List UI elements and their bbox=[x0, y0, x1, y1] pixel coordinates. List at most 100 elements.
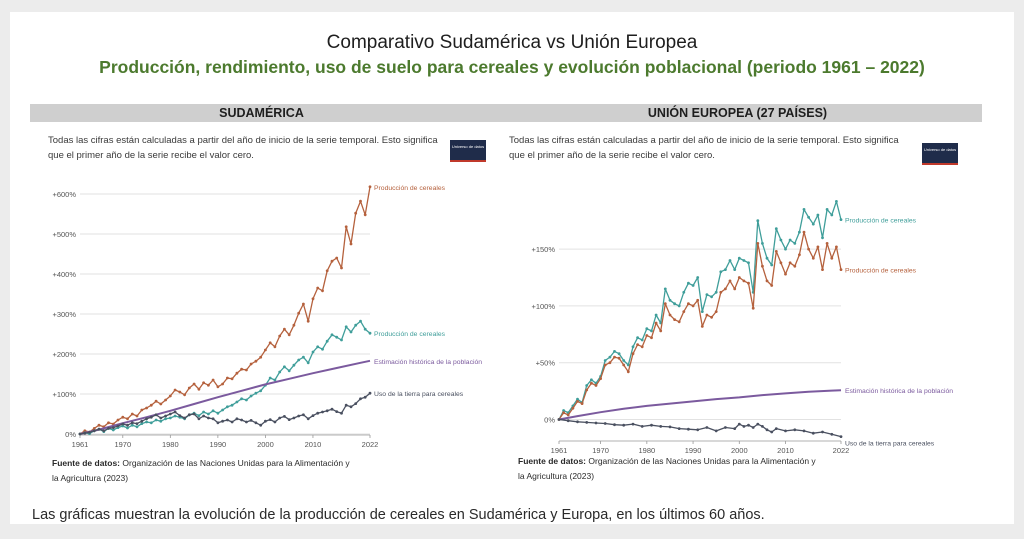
data-point bbox=[197, 414, 201, 417]
y-tick-label: +500% bbox=[52, 230, 76, 239]
data-point bbox=[245, 398, 248, 402]
data-point bbox=[719, 270, 723, 274]
data-point bbox=[240, 418, 244, 422]
data-point bbox=[221, 419, 225, 423]
data-point bbox=[774, 250, 778, 253]
data-point bbox=[742, 425, 746, 428]
series-line-estimacion-historica-de-la-poblacion bbox=[558, 389, 842, 421]
data-point bbox=[788, 261, 792, 265]
data-point bbox=[145, 417, 148, 421]
data-point bbox=[830, 256, 834, 260]
data-point bbox=[83, 429, 87, 433]
data-point bbox=[249, 419, 253, 422]
data-point bbox=[770, 430, 774, 434]
data-point bbox=[576, 400, 579, 403]
data-point bbox=[631, 352, 635, 356]
data-point bbox=[590, 378, 593, 382]
data-point bbox=[742, 259, 746, 262]
data-point bbox=[650, 329, 653, 333]
data-point bbox=[173, 388, 177, 392]
data-point bbox=[710, 295, 713, 299]
data-point bbox=[613, 350, 616, 353]
data-point bbox=[140, 419, 144, 423]
page-title: Comparativo Sudamérica vs Unión Europea bbox=[326, 32, 698, 53]
data-point bbox=[774, 227, 778, 231]
data-point bbox=[316, 345, 320, 349]
data-point bbox=[691, 284, 695, 287]
x-tick-label: 1970 bbox=[114, 440, 131, 449]
data-point bbox=[728, 259, 732, 262]
data-point bbox=[111, 426, 115, 429]
data-point bbox=[821, 430, 824, 434]
data-point bbox=[349, 405, 353, 409]
data-point bbox=[207, 416, 210, 420]
data-point bbox=[663, 302, 667, 306]
data-point bbox=[297, 414, 301, 418]
data-point bbox=[825, 208, 829, 211]
charts-panel: SUDAMÉRICA UNIÓN EUROPEA (27 PAÍSES) Tod… bbox=[30, 104, 982, 486]
data-point bbox=[292, 323, 296, 327]
data-point bbox=[798, 253, 801, 257]
data-point bbox=[747, 281, 750, 285]
data-point bbox=[673, 318, 676, 321]
data-point bbox=[825, 242, 829, 245]
data-point bbox=[821, 268, 824, 271]
data-point bbox=[816, 213, 820, 217]
caption: Las gráficas muestran la evolución de la… bbox=[32, 507, 765, 523]
data-point bbox=[311, 350, 315, 354]
series-label-estimacion-historica-de-la-poblacion: Estimación histórica de la población bbox=[374, 359, 482, 366]
data-point bbox=[663, 287, 667, 291]
data-point bbox=[687, 302, 690, 306]
data-point bbox=[557, 418, 561, 421]
data-point bbox=[691, 304, 695, 308]
data-point bbox=[302, 413, 305, 417]
data-point bbox=[585, 384, 589, 387]
data-point bbox=[92, 429, 96, 433]
data-point bbox=[359, 397, 362, 401]
x-tick-label: 1990 bbox=[685, 446, 702, 455]
data-point bbox=[659, 329, 663, 333]
data-point bbox=[83, 431, 87, 435]
x-tick-label: 1980 bbox=[162, 440, 179, 449]
data-point bbox=[363, 213, 367, 217]
data-point bbox=[807, 215, 810, 219]
chart-title-union-europea: UNIÓN EUROPEA (27 PAÍSES) bbox=[493, 104, 982, 122]
data-point bbox=[292, 363, 296, 367]
data-point bbox=[603, 363, 607, 367]
universo-de-datos-logo: Universo de datos bbox=[450, 140, 486, 162]
series-label-produccion-de-cereales: Producción de cereales bbox=[374, 185, 446, 192]
data-point bbox=[164, 414, 168, 418]
data-point bbox=[594, 421, 598, 425]
data-point bbox=[240, 367, 244, 371]
series-line-estimacion-historica-de-la-poblacion bbox=[79, 359, 371, 435]
data-point bbox=[121, 422, 125, 426]
data-point bbox=[221, 408, 225, 412]
data-point bbox=[145, 406, 148, 410]
page-subtitle: Producción, rendimiento, uso de suelo pa… bbox=[99, 57, 925, 77]
source-text: Organización de las Naciones Unidas para… bbox=[518, 456, 816, 481]
data-point bbox=[608, 355, 612, 359]
chart-sudamerica: 0% +100% +200% +300% +400% +500% +600% 1961 1970… bbox=[52, 185, 482, 449]
data-point bbox=[770, 263, 774, 267]
data-point bbox=[784, 272, 787, 276]
source-label: Fuente de datos: bbox=[518, 456, 587, 466]
data-point bbox=[287, 369, 291, 373]
data-point bbox=[78, 432, 82, 436]
data-point bbox=[811, 431, 815, 435]
data-point bbox=[562, 411, 565, 415]
data-point bbox=[207, 383, 210, 387]
data-point bbox=[325, 269, 329, 273]
data-point bbox=[273, 345, 277, 349]
data-point bbox=[154, 399, 158, 403]
data-point bbox=[784, 429, 787, 433]
data-point bbox=[292, 416, 296, 420]
data-point bbox=[211, 417, 215, 421]
data-point bbox=[211, 409, 215, 413]
data-point bbox=[268, 418, 272, 421]
data-point bbox=[311, 297, 315, 301]
data-point bbox=[216, 385, 220, 389]
data-point bbox=[249, 362, 253, 366]
data-point bbox=[335, 256, 339, 260]
data-point bbox=[230, 420, 234, 424]
data-point bbox=[216, 421, 220, 425]
